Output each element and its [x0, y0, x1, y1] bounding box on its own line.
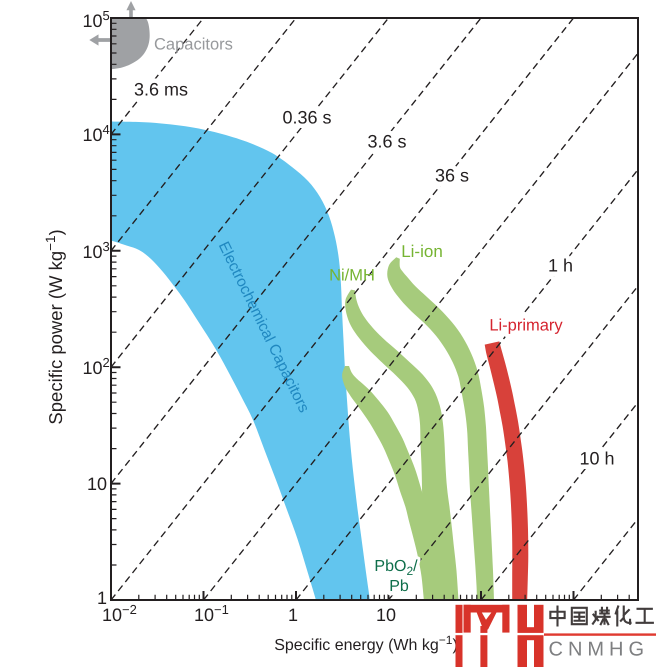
svg-text:10: 10	[376, 605, 396, 625]
svg-text:1 h: 1 h	[548, 256, 573, 276]
svg-text:Capacitors: Capacitors	[154, 36, 233, 54]
svg-text:Specific energy (Wh kg−1): Specific energy (Wh kg−1)	[274, 633, 458, 654]
svg-text:1: 1	[288, 605, 298, 625]
svg-text:36 s: 36 s	[435, 166, 469, 186]
svg-text:0.36 s: 0.36 s	[282, 108, 331, 128]
svg-text:3.6 s: 3.6 s	[367, 132, 406, 152]
svg-text:10 h: 10 h	[579, 449, 614, 469]
svg-text:3.6 ms: 3.6 ms	[134, 80, 188, 100]
svg-text:36 s: 36 s	[435, 166, 469, 186]
svg-text:3.6 s: 3.6 s	[367, 132, 406, 152]
svg-text:Ni/MH: Ni/MH	[329, 267, 375, 285]
svg-text:Pb: Pb	[389, 578, 409, 595]
svg-text:3.6 ms: 3.6 ms	[134, 80, 188, 100]
svg-text:1 h: 1 h	[548, 256, 573, 276]
svg-text:Li-primary: Li-primary	[489, 317, 563, 335]
svg-text:10: 10	[87, 474, 107, 494]
svg-text:0.36 s: 0.36 s	[282, 108, 331, 128]
svg-text:Specific power (W kg−1): Specific power (W kg−1)	[43, 229, 66, 424]
svg-text:1: 1	[97, 588, 107, 608]
svg-text:CNMHG: CNMHG	[549, 639, 650, 661]
svg-text:10 h: 10 h	[579, 449, 614, 469]
svg-text:Li-ion: Li-ion	[401, 242, 443, 261]
